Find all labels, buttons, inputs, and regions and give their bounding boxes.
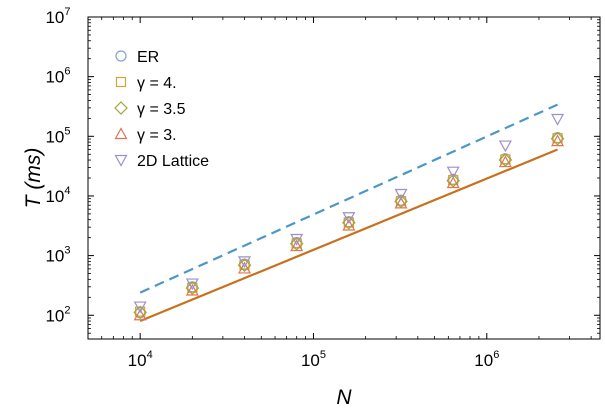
legend-marker: [115, 50, 127, 62]
plot-frame: [87, 16, 601, 340]
data-point: [185, 278, 199, 291]
data-point: [551, 113, 565, 126]
x-tick-label: 106: [474, 349, 499, 370]
legend-marker: [114, 154, 128, 167]
legend-label: γ = 4.: [137, 75, 177, 92]
y-tick-label: 102: [45, 304, 70, 325]
dashed-fit-line: [139, 103, 558, 294]
tick-marks: [87, 16, 600, 340]
data-point: [133, 301, 147, 314]
x-tick-label: 104: [128, 349, 153, 370]
y-tick-label: 104: [45, 185, 70, 206]
data-point: [342, 215, 356, 230]
data-point: [289, 236, 304, 251]
legend-label: ER: [137, 49, 159, 66]
y-tick-label: 103: [45, 245, 70, 266]
data-point: [446, 176, 460, 189]
y-tick-label: 106: [45, 66, 70, 87]
data-point: [290, 239, 304, 252]
data-point: [342, 212, 356, 224]
data-point: [394, 196, 408, 209]
data-point: [237, 261, 252, 274]
y-axis-title-unit: (ms): [22, 148, 45, 190]
fit-lines: [139, 103, 558, 323]
data-point: [551, 134, 565, 147]
legend: ER γ = 4. γ = 3.5 γ = 3. 2D Lattice: [114, 49, 209, 170]
solid-fit-line: [139, 148, 558, 323]
legend-label: γ = 3.: [137, 127, 177, 144]
data-point: [498, 155, 512, 168]
data-point: [185, 283, 199, 296]
data-point: [291, 238, 302, 249]
tick-labels: 104 105 106 102 103 104 105 106 107: [45, 6, 499, 370]
data-point: [343, 217, 354, 228]
data-point: [237, 258, 252, 273]
data-points: [133, 113, 565, 321]
y-axis-title-main: T: [22, 193, 45, 208]
legend-marker: [115, 76, 127, 88]
legend-label: 2D Lattice: [137, 153, 209, 170]
x-tick-label: 105: [301, 349, 326, 370]
x-axis-title: N: [336, 386, 352, 409]
data-point: [552, 133, 563, 144]
data-point: [239, 259, 250, 270]
data-point: [237, 256, 252, 269]
data-point: [185, 281, 200, 295]
data-point: [187, 282, 198, 293]
data-point: [500, 154, 511, 165]
data-point: [550, 131, 565, 146]
y-tick-label: 105: [45, 125, 70, 146]
data-point: [446, 173, 461, 188]
y-axis-title: T (ms): [22, 148, 45, 209]
data-point: [342, 218, 356, 231]
legend-label: γ = 3.5: [137, 101, 186, 118]
data-point: [290, 233, 304, 246]
data-point: [446, 166, 460, 179]
legend-marker: [114, 101, 128, 115]
data-point: [133, 305, 148, 320]
legend-marker: [114, 127, 128, 140]
data-point: [133, 308, 147, 321]
svg-text:T (ms): T (ms): [22, 148, 45, 209]
data-point: [394, 188, 408, 201]
y-tick-label: 107: [45, 6, 70, 27]
data-point: [498, 140, 512, 153]
data-point: [395, 195, 407, 207]
